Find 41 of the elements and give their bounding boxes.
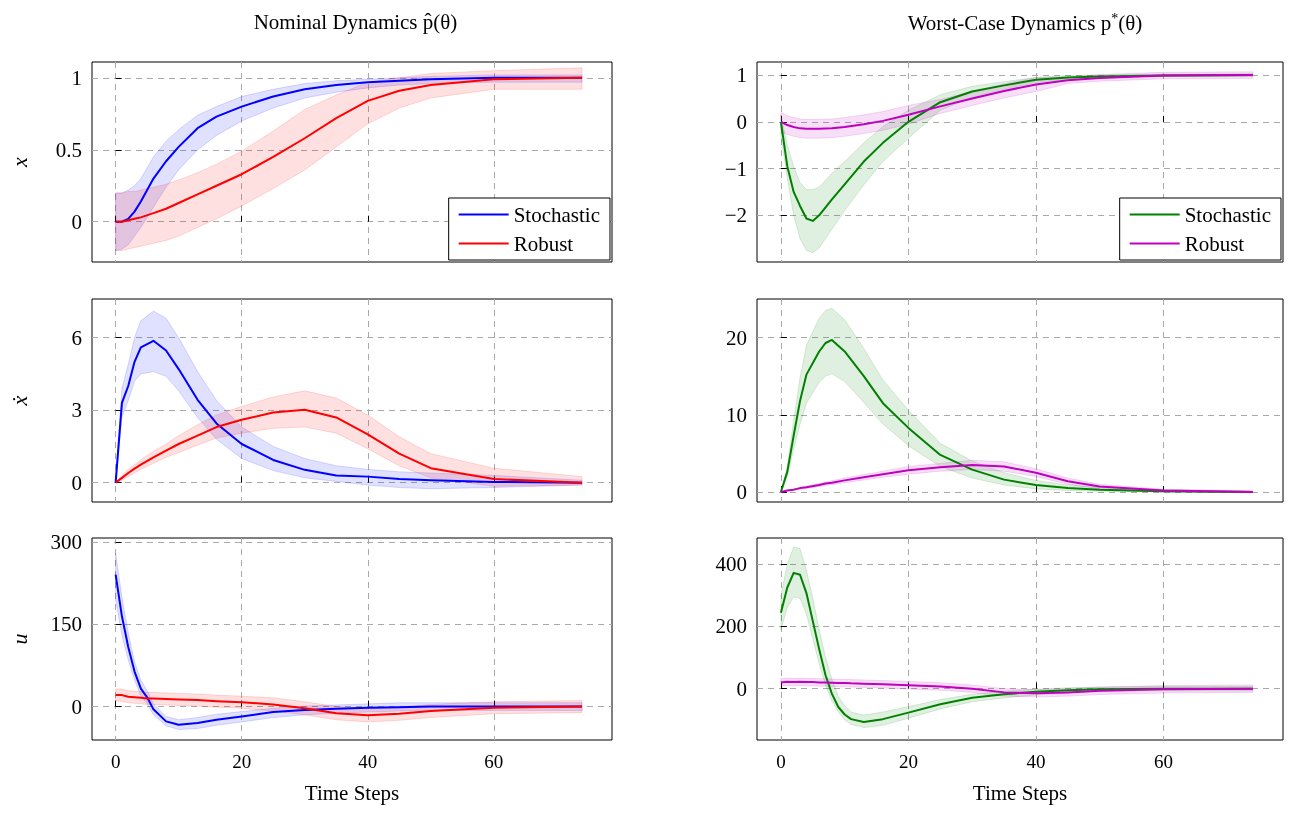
y-tick-label: 0 [71,470,82,495]
y-tick-label: 1 [736,63,747,88]
y-tick-label: 0 [736,676,747,701]
y-axis-title: x [6,156,32,168]
x-tick-label: 0 [110,751,121,772]
legend-label: Robust [513,231,574,256]
y-tick-label: 1 [71,65,82,90]
y-tick-label: −2 [724,203,747,228]
y-tick-label: 3 [71,398,82,423]
x-tick-label: 20 [898,751,918,772]
chart-title: Worst-Case Dynamics p*(θ) [907,10,1143,35]
y-tick-label: 200 [715,614,747,639]
y-tick-label: 0 [736,109,747,134]
x-axis-title: Time Steps [972,780,1068,805]
chart-title: Nominal Dynamics p̂(θ) [253,9,458,34]
x-axis-title: Time Steps [304,780,400,805]
y-tick-label: 0 [736,479,747,504]
y-axis-title: ẋ [6,395,32,407]
y-tick-label: 10 [726,402,747,427]
x-tick-label: 20 [232,751,252,772]
line-series [114,408,584,484]
x-tick-label: 60 [1153,751,1173,772]
line-series [779,74,1254,130]
legend-label: Robust [1184,231,1245,256]
x-tick-label: 40 [1026,751,1046,772]
y-tick-label: 20 [726,325,747,350]
legend-label: Stochastic [1184,202,1272,227]
x-tick-label: 60 [484,751,504,772]
legend-label: Stochastic [513,202,601,227]
y-tick-label: 0 [71,694,82,719]
y-tick-label: 0 [71,209,82,234]
y-tick-label: −1 [724,156,747,181]
y-axis-title: u [6,633,32,645]
y-tick-label: 400 [715,552,747,577]
y-tick-label: 150 [50,612,82,637]
y-tick-label: 6 [71,325,82,350]
x-tick-label: 0 [776,751,786,772]
y-tick-label: 300 [50,530,82,555]
line-series [114,694,584,717]
x-tick-label: 40 [358,751,378,772]
y-tick-label: 0.5 [55,137,82,162]
